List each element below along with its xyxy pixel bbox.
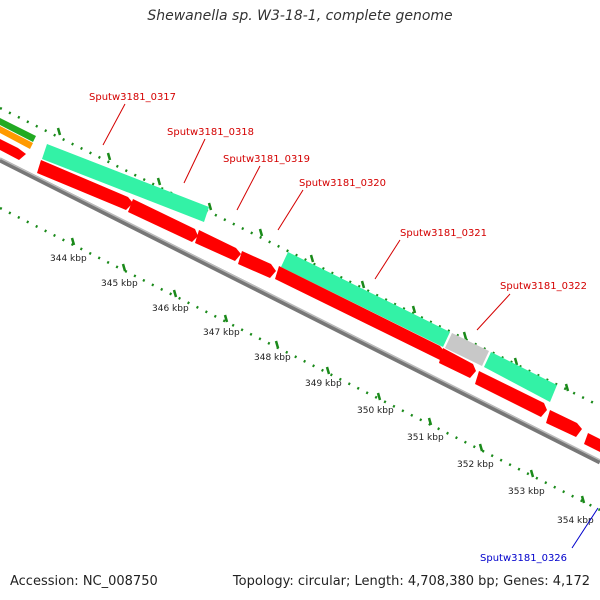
cds-arrow-0325	[584, 433, 600, 452]
kbp-label: 347 kbp	[203, 328, 240, 338]
cds-arrow-0324	[546, 410, 582, 437]
kbp-label: 344 kbp	[50, 254, 87, 264]
kbp-label: 354 kbp	[557, 516, 594, 526]
kbp-label: 345 kbp	[101, 279, 138, 289]
left-red-cds	[0, 139, 26, 160]
gene-label: Sputw3181_0319	[223, 154, 310, 165]
cds-arrow-0323	[475, 371, 547, 417]
callout-lines	[102, 103, 511, 331]
accession-text: Accession: NC_008750	[10, 574, 158, 589]
gene-label: Sputw3181_0322	[500, 281, 587, 292]
left-orange-feature	[0, 126, 33, 149]
map-title: Shewanella sp. W3-18-1, complete genome	[147, 8, 453, 24]
backbone	[0, 157, 600, 465]
kbp-label: 350 kbp	[357, 406, 394, 416]
cds-arrow-0318	[128, 199, 198, 242]
cds-arrow-0320	[238, 251, 276, 278]
outer-major-ticks	[56, 127, 570, 392]
kbp-label: 352 kbp	[457, 460, 494, 470]
topology-text: Topology: circular; Length: 4,708,380 bp…	[232, 574, 590, 589]
gene-track	[42, 144, 557, 402]
cds-arrow-0321	[275, 266, 445, 360]
gene-bar-0317	[42, 144, 209, 222]
gene-label: Sputw3181_0320	[299, 178, 386, 189]
kbp-label: 346 kbp	[152, 304, 189, 314]
gene-labels: Sputw3181_0317 Sputw3181_0318 Sputw3181_…	[89, 92, 587, 292]
left-green-feature	[0, 118, 36, 142]
gene-bar-0323	[484, 352, 557, 402]
cds-track	[37, 160, 600, 452]
inner-major-ticks	[70, 237, 586, 504]
cds-arrow-0322	[439, 348, 476, 378]
gene-label: Sputw3181_0317	[89, 92, 176, 103]
callout-line-blue	[571, 507, 599, 549]
cds-arrow-0319	[195, 230, 241, 261]
left-features	[0, 118, 36, 160]
kbp-labels: 344 kbp 345 kbp 346 kbp 347 kbp 348 kbp …	[50, 254, 594, 526]
kbp-label: 353 kbp	[508, 487, 545, 497]
gene-bar-0322-grey	[445, 333, 489, 366]
gene-bar-0321	[281, 252, 450, 347]
gene-label: Sputw3181_0318	[167, 127, 254, 138]
inner-tick-ring	[0, 206, 600, 512]
cds-arrow-0317	[37, 160, 133, 210]
kbp-label: 349 kbp	[305, 379, 342, 389]
outer-tick-ring	[0, 106, 600, 408]
kbp-label: 348 kbp	[254, 353, 291, 363]
gene-label: Sputw3181_0321	[400, 228, 487, 239]
gene-label-blue: Sputw3181_0326	[480, 553, 567, 564]
kbp-label: 351 kbp	[407, 433, 444, 443]
